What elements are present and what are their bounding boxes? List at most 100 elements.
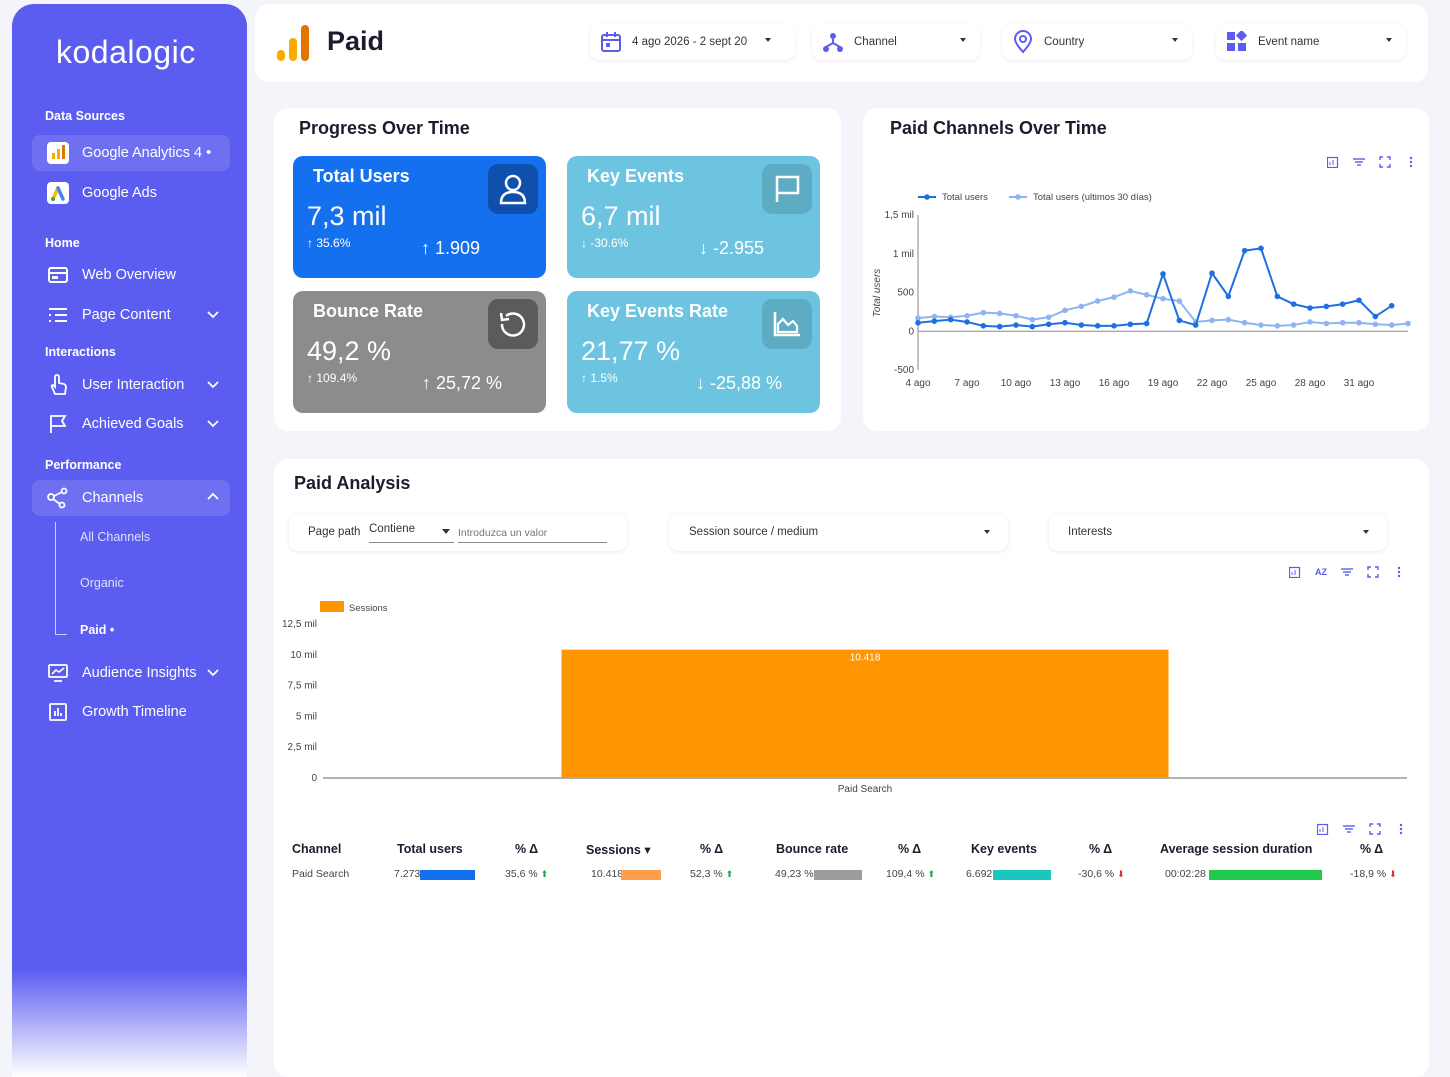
- page-path-operator-select[interactable]: Contiene: [369, 523, 454, 543]
- kpi-pct-value: 109.4%: [316, 371, 358, 385]
- event-name-filter[interactable]: Event name: [1216, 24, 1406, 60]
- y-tick-label: 7,5 mil: [288, 681, 317, 692]
- chevron-down-icon[interactable]: [206, 377, 220, 395]
- data-point: [1029, 323, 1036, 330]
- chart-add-icon[interactable]: [1289, 566, 1301, 578]
- filter-icon[interactable]: [1341, 566, 1353, 578]
- widgets-icon: [1226, 31, 1248, 53]
- data-point: [1241, 319, 1248, 326]
- dropdown-label: Session source / medium: [689, 526, 819, 538]
- page-path-value-input[interactable]: [458, 523, 607, 543]
- arrow-up-icon: ⬆: [927, 869, 935, 879]
- table-header[interactable]: % Δ: [898, 842, 922, 856]
- interests-dropdown[interactable]: Interests: [1049, 513, 1387, 551]
- country-filter[interactable]: Country: [1002, 24, 1192, 60]
- kpi-delta: ↓ -2.955: [698, 238, 764, 258]
- table-header[interactable]: % Δ: [700, 842, 724, 856]
- kpi-value: 49,2 %: [307, 336, 392, 366]
- kpi-pct-value: 1.5%: [590, 371, 618, 385]
- sidebar-item-ga4[interactable]: Google Analytics 4 •: [32, 135, 230, 171]
- sidebar-item-page-content[interactable]: Page Content: [32, 297, 230, 333]
- filter-icon[interactable]: [1353, 156, 1365, 168]
- hand-pointer-icon: [46, 373, 70, 397]
- sessions-bar-chart: 12,5 mil 10 mil 7,5 mil 5 mil 2,5 mil 0 Sessio…: [282, 601, 1407, 795]
- sidebar: kodalogic Data Sources Google Analytics …: [12, 4, 247, 1077]
- data-point: [1274, 293, 1281, 300]
- data-point: [1209, 270, 1215, 276]
- chevron-down-icon[interactable]: [206, 307, 220, 325]
- x-tick-label: 28 ago: [1295, 378, 1326, 389]
- table-header[interactable]: % Δ: [1089, 842, 1113, 856]
- fullscreen-icon[interactable]: [1379, 156, 1391, 168]
- sidebar-item-web-overview[interactable]: Web Overview: [32, 257, 230, 293]
- table-header[interactable]: % Δ: [1360, 842, 1384, 856]
- kpi-delta-value: 1.909: [434, 238, 480, 258]
- chevron-up-icon[interactable]: [206, 490, 220, 508]
- data-point: [915, 319, 921, 326]
- data-point: [1078, 303, 1085, 310]
- sidebar-subitem-paid[interactable]: Paid •: [80, 623, 115, 637]
- chevron-down-icon[interactable]: [206, 416, 220, 434]
- cell-channel: Paid Search: [292, 868, 350, 880]
- date-range-filter[interactable]: 4 ago 2026 - 2 sept 20: [590, 24, 795, 60]
- sidebar-item-google-ads[interactable]: Google Ads: [32, 175, 230, 211]
- sidebar-item-growth-timeline[interactable]: Growth Timeline: [32, 694, 230, 730]
- table-header[interactable]: Channel: [292, 842, 342, 856]
- kpi-key-events: Key Events 6,7 mil ↓ -30.6% ↓ -2.955: [567, 156, 820, 278]
- data-point: [931, 318, 938, 324]
- more-vert-icon[interactable]: [1393, 566, 1405, 578]
- table-header[interactable]: Key events: [971, 842, 1038, 856]
- chart-add-icon[interactable]: [1327, 156, 1339, 168]
- section-interactions: Interactions: [45, 345, 116, 359]
- sort-az-icon[interactable]: AZ: [1315, 567, 1327, 577]
- more-vert-icon[interactable]: [1395, 823, 1407, 835]
- sidebar-item-channels[interactable]: Channels: [32, 480, 230, 516]
- caret-down-icon: [765, 38, 771, 42]
- y-tick-label: 500: [897, 288, 914, 299]
- chart-add-icon[interactable]: [1317, 823, 1329, 835]
- data-point: [915, 315, 921, 321]
- kpi-delta-value: -2.955: [712, 238, 764, 258]
- sidebar-item-achieved-goals[interactable]: Achieved Goals: [32, 406, 230, 442]
- fullscreen-icon[interactable]: [1367, 566, 1379, 578]
- data-point: [1045, 321, 1052, 328]
- sidebar-item-label: Channels: [82, 490, 144, 506]
- list-icon: [46, 303, 70, 327]
- fullscreen-icon[interactable]: [1369, 823, 1381, 835]
- table-header[interactable]: Bounce rate: [776, 842, 849, 856]
- more-vert-icon[interactable]: [1405, 156, 1417, 168]
- table-header[interactable]: Total users: [397, 842, 463, 856]
- data-point: [1094, 298, 1101, 304]
- kpi-pct-value: -30.6%: [590, 236, 629, 250]
- data-point: [1029, 316, 1036, 323]
- data-point: [1045, 314, 1052, 321]
- pct-value: 35,6 %: [505, 868, 538, 880]
- data-point: [1307, 305, 1313, 311]
- pct-value: -18,9 %: [1350, 868, 1387, 880]
- data-point: [1013, 312, 1019, 319]
- data-point: [1094, 323, 1101, 329]
- legend-marker: [1015, 194, 1021, 200]
- session-source-medium-dropdown[interactable]: Session source / medium: [669, 513, 1008, 551]
- table-header[interactable]: Sessions ▾: [586, 843, 651, 857]
- sidebar-subitem-all-channels[interactable]: All Channels: [80, 530, 151, 544]
- arrow-down-icon: ⬇: [1389, 869, 1397, 879]
- table-header[interactable]: % Δ: [515, 842, 539, 856]
- data-point: [1062, 319, 1068, 326]
- filter-icon[interactable]: [1343, 823, 1355, 835]
- data-point: [996, 323, 1003, 330]
- sidebar-item-audience-insights[interactable]: Audience Insights: [32, 655, 230, 691]
- data-point: [1127, 321, 1134, 328]
- chevron-down-icon[interactable]: [206, 665, 220, 683]
- sidebar-subitem-organic[interactable]: Organic: [80, 576, 124, 590]
- data-point: [1225, 293, 1232, 300]
- kpi-value: 7,3 mil: [307, 201, 387, 231]
- x-tick-label: 25 ago: [1246, 378, 1277, 389]
- table-header[interactable]: Average session duration: [1160, 842, 1313, 856]
- cell-key-events: 6.692: [966, 868, 993, 880]
- cell-total-users: 7.273: [394, 868, 421, 880]
- x-tick-label: 22 ago: [1197, 378, 1228, 389]
- share-nodes-icon: [46, 486, 70, 510]
- channel-filter[interactable]: Channel: [812, 24, 980, 60]
- sidebar-item-user-interaction[interactable]: User Interaction: [32, 367, 230, 403]
